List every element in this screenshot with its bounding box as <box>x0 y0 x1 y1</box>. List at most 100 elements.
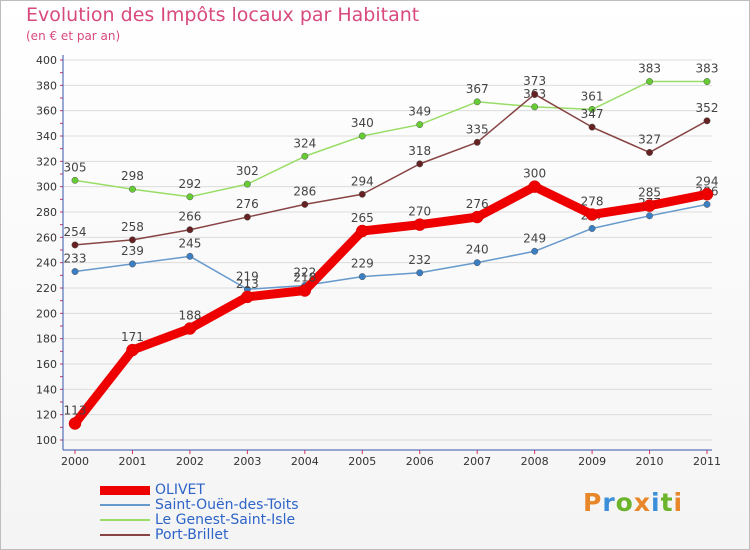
logo-letter: t <box>660 488 674 517</box>
y-tick-label: 360 <box>36 105 57 118</box>
data-label-saint-ou-n-des-toits: 219 <box>236 269 259 283</box>
data-label-port-brillet: 318 <box>408 144 431 158</box>
data-point-saint-ou-n-des-toits <box>588 225 596 232</box>
data-point-saint-ou-n-des-toits <box>473 259 481 267</box>
data-point-olivet <box>298 284 312 297</box>
legend-swatch <box>100 519 150 521</box>
logo-letter: i <box>673 488 684 517</box>
data-label-saint-ou-n-des-toits: 232 <box>408 253 431 267</box>
data-point-olivet <box>356 224 369 238</box>
data-label-le-genest-saint-isle: 302 <box>236 164 259 178</box>
data-label-port-brillet: 373 <box>523 74 546 88</box>
data-point-le-genest-saint-isle <box>646 78 653 85</box>
data-point-le-genest-saint-isle <box>129 185 136 193</box>
data-point-le-genest-saint-isle <box>301 152 309 160</box>
data-label-port-brillet: 254 <box>64 225 87 239</box>
logo-letter: x <box>633 488 651 517</box>
x-tick-label: 2004 <box>291 455 319 468</box>
y-tick-label: 260 <box>36 231 57 244</box>
legend-item-olivet: OLIVET <box>100 482 360 498</box>
data-point-port-brillet <box>129 236 136 244</box>
data-point-port-brillet <box>646 149 653 156</box>
data-label-port-brillet: 327 <box>638 132 661 146</box>
y-tick-label: 400 <box>36 54 57 67</box>
y-tick-label: 180 <box>36 333 57 346</box>
data-label-olivet: 213 <box>236 277 259 291</box>
data-point-port-brillet <box>243 213 251 221</box>
data-point-olivet <box>241 290 254 304</box>
data-point-olivet <box>470 210 484 224</box>
data-point-saint-ou-n-des-toits <box>129 260 136 268</box>
legend-item-saint-ou-n-des-toits: Saint-Ouën-des-Toits <box>100 497 360 513</box>
data-label-le-genest-saint-isle: 383 <box>696 62 719 76</box>
data-label-olivet: 276 <box>466 197 489 211</box>
data-point-le-genest-saint-isle <box>588 105 596 113</box>
legend-swatch <box>100 486 150 495</box>
data-point-le-genest-saint-isle <box>186 193 194 201</box>
data-point-port-brillet <box>531 90 539 98</box>
data-label-olivet: 171 <box>121 330 144 344</box>
y-tick-label: 220 <box>36 282 57 295</box>
series-line-saint-ou-n-des-toits <box>74 203 708 291</box>
data-point-le-genest-saint-isle <box>358 132 366 140</box>
data-point-le-genest-saint-isle <box>243 180 251 188</box>
legend-label: Le Genest-Saint-Isle <box>155 512 296 528</box>
data-label-olivet: 294 <box>696 174 719 188</box>
data-point-port-brillet <box>703 117 711 125</box>
x-tick-label: 2010 <box>636 455 664 468</box>
data-label-port-brillet: 294 <box>351 174 374 188</box>
data-point-saint-ou-n-des-toits <box>186 252 194 260</box>
data-label-olivet: 278 <box>581 195 604 209</box>
data-point-olivet <box>643 199 656 212</box>
y-tick-label: 100 <box>36 434 57 447</box>
data-label-le-genest-saint-isle: 340 <box>351 116 374 130</box>
data-point-le-genest-saint-isle <box>416 121 424 129</box>
legend-item-le-genest-saint-isle: Le Genest-Saint-Isle <box>100 512 360 528</box>
data-label-le-genest-saint-isle: 298 <box>121 169 144 183</box>
data-point-olivet <box>700 188 714 201</box>
data-point-port-brillet <box>301 200 309 208</box>
data-point-olivet <box>126 343 139 357</box>
y-tick-label: 140 <box>36 383 57 396</box>
data-point-saint-ou-n-des-toits <box>416 269 424 277</box>
data-label-port-brillet: 258 <box>121 220 144 234</box>
data-point-port-brillet <box>71 241 79 249</box>
data-label-saint-ou-n-des-toits: 245 <box>178 236 201 250</box>
data-label-olivet: 265 <box>351 211 374 225</box>
data-label-port-brillet: 347 <box>581 107 604 121</box>
y-tick-label: 380 <box>36 79 57 92</box>
chart-title: Evolution des Impôts locaux par Habitant <box>26 4 420 26</box>
data-point-saint-ou-n-des-toits <box>531 247 539 255</box>
data-label-olivet: 113 <box>64 404 87 418</box>
x-tick-label: 2000 <box>61 455 89 468</box>
proxiti-logo: Proxiti <box>583 488 683 517</box>
data-label-le-genest-saint-isle: 361 <box>581 89 604 103</box>
x-tick-label: 2003 <box>233 455 261 468</box>
x-tick-label: 2007 <box>463 455 491 468</box>
data-point-port-brillet <box>588 123 596 131</box>
legend-label: Saint-Ouën-des-Toits <box>155 497 299 513</box>
logo-letter: P <box>583 488 603 517</box>
data-label-olivet: 188 <box>178 309 201 323</box>
data-point-olivet <box>413 218 426 231</box>
data-point-olivet <box>183 322 197 335</box>
data-point-saint-ou-n-des-toits <box>646 212 653 220</box>
y-tick-label: 320 <box>36 155 57 168</box>
x-tick-label: 2008 <box>521 455 549 468</box>
legend-label: Port-Brillet <box>155 527 229 543</box>
data-label-olivet: 285 <box>638 186 661 200</box>
series-line-olivet <box>71 182 708 427</box>
data-label-saint-ou-n-des-toits: 249 <box>523 231 546 245</box>
data-label-olivet: 270 <box>408 205 431 219</box>
data-label-le-genest-saint-isle: 305 <box>64 160 87 174</box>
y-tick-label: 120 <box>36 409 57 422</box>
data-point-saint-ou-n-des-toits <box>703 200 711 208</box>
data-label-saint-ou-n-des-toits: 240 <box>466 243 489 257</box>
y-tick-label: 280 <box>36 206 57 219</box>
data-point-port-brillet <box>416 160 424 168</box>
data-label-le-genest-saint-isle: 383 <box>638 62 661 76</box>
data-point-le-genest-saint-isle <box>71 176 79 184</box>
data-point-olivet <box>585 208 599 221</box>
